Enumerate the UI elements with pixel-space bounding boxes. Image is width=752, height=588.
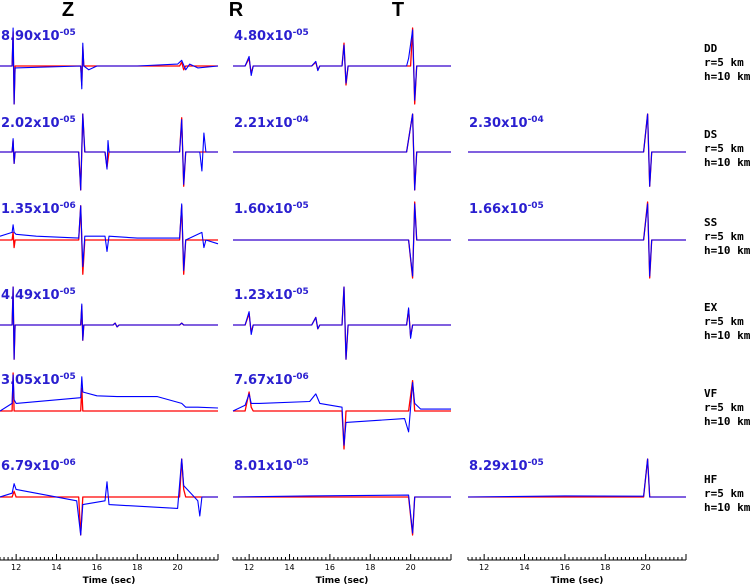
depth-label-ex: h=10 km (704, 329, 751, 342)
column-header-t: T (392, 0, 404, 21)
trace-hf-r-observed (233, 496, 451, 536)
depth-label-hf: h=10 km (704, 501, 751, 514)
trace-dd-z-synthetic (0, 27, 219, 105)
distance-label-ss: r=5 km (704, 230, 744, 243)
trace-ex-r-synthetic (233, 286, 451, 360)
amplitude-label-vf-r: 7.67x10-06 (234, 372, 309, 388)
mechanism-label-hf: HF (704, 473, 717, 486)
x-tick-label-1-16: 16 (92, 563, 102, 572)
trace-ds-t-synthetic (468, 113, 686, 187)
trace-ss-z-synthetic (0, 203, 219, 271)
x-tick-label-3-12: 12 (479, 563, 489, 572)
amplitude-label-ds-t: 2.30x10-04 (469, 115, 544, 131)
x-tick-label-1-20: 20 (173, 563, 183, 572)
trace-hf-r-synthetic (232, 494, 451, 534)
amplitude-label-ds-z: 2.02x10-05 (1, 115, 76, 131)
x-tick-label-3-14: 14 (519, 563, 529, 572)
x-tick-label-1-12: 12 (11, 563, 21, 572)
trace-ex-z-synthetic (0, 286, 218, 360)
distance-label-vf: r=5 km (704, 401, 744, 414)
trace-ds-r-synthetic (233, 113, 451, 191)
x-tick-label-2-16: 16 (325, 563, 335, 572)
trace-ss-r-synthetic (233, 203, 451, 277)
column-header-z: Z (62, 0, 74, 21)
x-tick-label-2-18: 18 (365, 563, 375, 572)
trace-vf-z-synthetic (0, 374, 219, 412)
distance-label-dd: r=5 km (704, 56, 744, 69)
amplitude-label-ds-r: 2.21x10-04 (234, 115, 309, 131)
amplitude-label-ss-t: 1.66x10-05 (469, 201, 544, 217)
depth-label-vf: h=10 km (704, 415, 751, 428)
x-axis-label-2: Time (sec) (316, 576, 369, 586)
x-tick-label-1-18: 18 (132, 563, 142, 572)
distance-label-ex: r=5 km (704, 315, 744, 328)
x-axis-label-3: Time (sec) (551, 576, 604, 586)
x-tick-label-2-14: 14 (284, 563, 294, 572)
amplitude-label-hf-z: 6.79x10-06 (1, 458, 76, 474)
amplitude-label-ss-r: 1.60x10-05 (234, 201, 309, 217)
trace-ds-z-synthetic (0, 113, 218, 191)
mechanism-label-ds: DS (704, 128, 717, 141)
trace-hf-t-synthetic (467, 458, 686, 498)
trace-vf-r-synthetic (232, 381, 451, 446)
distance-label-hf: r=5 km (704, 487, 744, 500)
mechanism-label-dd: DD (704, 42, 718, 55)
x-tick-label-2-12: 12 (244, 563, 254, 572)
mechanism-label-ss: SS (704, 216, 717, 229)
amplitude-label-vf-z: 3.05x10-05 (1, 372, 76, 388)
trace-hf-z-synthetic (0, 458, 218, 536)
trace-vf-z-observed (0, 372, 218, 412)
amplitude-label-hf-r: 8.01x10-05 (234, 458, 309, 474)
depth-label-ss: h=10 km (704, 244, 751, 257)
amplitude-label-dd-z: 8.90x10-05 (1, 28, 76, 44)
column-header-r: R (229, 0, 244, 21)
amplitude-label-ex-r: 1.23x10-05 (234, 287, 309, 303)
x-tick-label-1-14: 14 (51, 563, 61, 572)
x-tick-label-3-20: 20 (641, 563, 651, 572)
x-tick-label-2-20: 20 (406, 563, 416, 572)
trace-ss-t-synthetic (468, 203, 686, 277)
amplitude-label-ss-z: 1.35x10-06 (1, 201, 76, 217)
trace-dd-r-synthetic (233, 29, 451, 101)
distance-label-ds: r=5 km (704, 142, 744, 155)
amplitude-label-hf-t: 8.29x10-05 (469, 458, 544, 474)
mechanism-label-ex: EX (704, 301, 718, 314)
x-axis-label-1: Time (sec) (83, 576, 136, 586)
x-tick-label-3-18: 18 (600, 563, 610, 572)
mechanism-label-vf: VF (704, 387, 717, 400)
amplitude-label-dd-r: 4.80x10-05 (234, 28, 309, 44)
depth-label-dd: h=10 km (704, 70, 751, 83)
depth-label-ds: h=10 km (704, 156, 751, 169)
x-tick-label-3-16: 16 (560, 563, 570, 572)
amplitude-label-ex-z: 4.49x10-05 (1, 287, 76, 303)
